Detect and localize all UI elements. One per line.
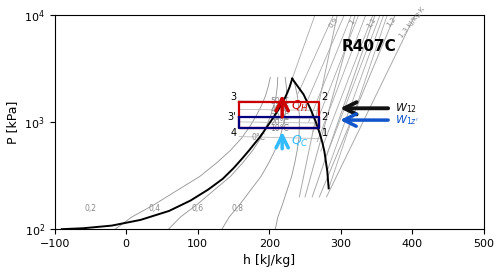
Text: 40°C: 40°C	[270, 105, 289, 114]
Text: $W_{1z'}$: $W_{1z'}$	[394, 113, 418, 127]
Text: R407C: R407C	[342, 39, 397, 54]
Text: 20°C: 20°C	[270, 118, 289, 127]
X-axis label: h [kJ/kg]: h [kJ/kg]	[243, 254, 296, 268]
Text: 0,4: 0,4	[148, 204, 161, 213]
Text: 0,9: 0,9	[328, 16, 340, 28]
Text: 1,2: 1,2	[385, 16, 396, 28]
Text: 1: 1	[348, 19, 356, 26]
Text: 0,2: 0,2	[84, 204, 96, 213]
Text: 1: 1	[322, 128, 328, 138]
Text: 2: 2	[322, 92, 328, 102]
Text: 3: 3	[230, 92, 236, 102]
Text: 0°C: 0°C	[252, 133, 266, 142]
Text: 30°C: 30°C	[270, 113, 289, 122]
Text: 2': 2'	[322, 112, 330, 123]
Text: $W_{12}$: $W_{12}$	[394, 101, 416, 115]
Text: 3': 3'	[228, 112, 236, 123]
Text: 0,8: 0,8	[231, 204, 243, 213]
Text: 10°C: 10°C	[270, 124, 289, 133]
Text: 1,1: 1,1	[366, 16, 378, 28]
Text: 4: 4	[230, 128, 236, 138]
Text: 1,3 kJ/kg·K: 1,3 kJ/kg·K	[398, 6, 426, 39]
Text: 50°C: 50°C	[270, 97, 289, 106]
Text: 0,6: 0,6	[192, 204, 204, 213]
Text: $Q_H$: $Q_H$	[291, 99, 309, 114]
Text: $Q_C$: $Q_C$	[291, 134, 308, 149]
Y-axis label: P [kPa]: P [kPa]	[6, 100, 18, 144]
